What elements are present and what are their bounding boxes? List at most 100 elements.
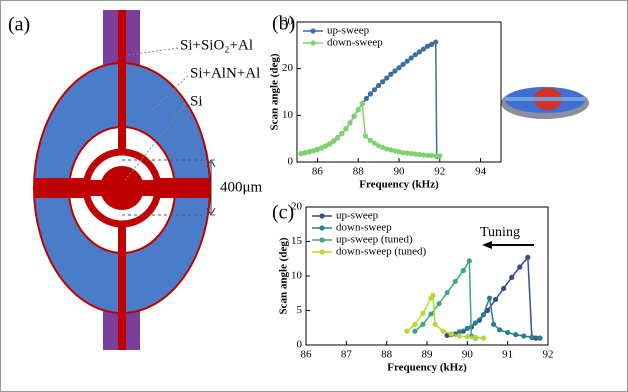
data-point xyxy=(405,59,410,64)
data-point xyxy=(392,68,397,73)
data-point xyxy=(445,290,450,295)
legend-marker xyxy=(319,237,324,242)
legend-marker xyxy=(319,249,324,254)
legend-label: down-sweep xyxy=(327,37,383,49)
data-point xyxy=(473,320,478,325)
data-point xyxy=(529,335,534,340)
data-point xyxy=(453,279,458,284)
x-tick-label: 86 xyxy=(301,349,313,361)
x-axis-label: Frequency (kHz) xyxy=(387,362,467,374)
data-point xyxy=(497,327,502,332)
y-tick-label: 10 xyxy=(282,109,294,121)
y-tick-label: 15 xyxy=(291,235,303,247)
data-point xyxy=(481,336,486,341)
data-point xyxy=(433,39,438,44)
data-point xyxy=(335,135,340,140)
legend-marker xyxy=(310,40,315,45)
data-point xyxy=(368,91,373,96)
data-point xyxy=(473,335,478,340)
y-axis-label: Scan angle (deg) xyxy=(278,237,290,314)
data-point xyxy=(441,329,446,334)
figure: (a) Si+SiO₂+Al Si+AlN+Al Si 400μm (b)868… xyxy=(0,0,628,392)
x-tick-label: 89 xyxy=(422,349,434,361)
data-point xyxy=(339,131,344,136)
x-axis-label: Frequency (kHz) xyxy=(359,179,439,191)
data-point xyxy=(363,133,368,138)
y-tick-label: 0 xyxy=(297,339,303,351)
data-point xyxy=(384,75,389,80)
dimension-label: 400μm xyxy=(220,179,263,195)
data-point xyxy=(467,258,472,263)
data-point xyxy=(465,326,470,331)
panel-label: (a) xyxy=(8,14,30,36)
data-point xyxy=(491,322,496,327)
annotation: Si+SiO₂+Al xyxy=(180,37,253,53)
data-point xyxy=(493,297,498,302)
data-point xyxy=(509,275,514,280)
data-point xyxy=(537,336,542,341)
y-tick-label: 20 xyxy=(282,62,294,74)
x-tick-label: 91 xyxy=(502,349,513,361)
data-point xyxy=(409,55,414,60)
annotation: Si+AlN+Al xyxy=(190,65,260,81)
data-point xyxy=(513,332,518,337)
y-tick-label: 0 xyxy=(288,156,294,168)
data-point xyxy=(487,295,492,300)
data-point xyxy=(343,126,348,131)
data-point xyxy=(461,268,466,273)
x-tick-label: 92 xyxy=(434,166,445,178)
x-tick-label: 92 xyxy=(543,349,554,361)
data-point xyxy=(364,96,369,101)
legend-label: up-sweep xyxy=(336,210,379,222)
legend-label: up-sweep xyxy=(327,25,370,37)
x-tick-label: 90 xyxy=(462,349,474,361)
x-tick-label: 90 xyxy=(394,166,406,178)
data-point xyxy=(360,101,365,106)
data-point xyxy=(356,107,361,112)
data-point xyxy=(501,286,506,291)
data-point xyxy=(517,264,522,269)
x-tick-label: 86 xyxy=(312,166,324,178)
data-point xyxy=(432,322,437,327)
data-point xyxy=(412,322,417,327)
data-point xyxy=(400,62,405,67)
x-tick-label: 87 xyxy=(341,349,353,361)
y-tick-label: 5 xyxy=(297,304,303,316)
x-tick-label: 88 xyxy=(353,166,365,178)
data-point xyxy=(376,83,381,88)
legend-marker xyxy=(319,225,324,230)
data-point xyxy=(404,329,409,334)
data-point xyxy=(465,334,470,339)
data-point xyxy=(388,72,393,77)
data-point xyxy=(412,329,417,334)
annotation: Tuning xyxy=(480,225,520,240)
y-axis-label: Scan angle (deg) xyxy=(269,53,281,130)
x-tick-label: 94 xyxy=(475,166,487,178)
legend-marker xyxy=(319,213,324,218)
data-point xyxy=(457,333,462,338)
data-point xyxy=(525,255,530,260)
data-point xyxy=(372,87,377,92)
y-tick-label: 30 xyxy=(282,16,294,28)
data-point xyxy=(521,333,526,338)
data-point xyxy=(430,293,435,298)
data-point xyxy=(437,153,442,158)
data-point xyxy=(420,311,425,316)
data-point xyxy=(428,311,433,316)
data-point xyxy=(437,301,442,306)
data-point xyxy=(347,120,352,125)
data-point xyxy=(449,331,454,336)
data-point xyxy=(420,322,425,327)
legend-marker xyxy=(310,28,315,33)
data-point xyxy=(380,79,385,84)
data-point xyxy=(352,114,357,119)
y-tick-label: 20 xyxy=(291,201,303,213)
mirror xyxy=(100,166,144,210)
legend-label: up-sweep (tuned) xyxy=(336,234,413,246)
inset-render xyxy=(501,87,589,119)
data-point xyxy=(331,138,336,143)
data-point xyxy=(481,312,486,317)
legend-label: down-sweep (tuned) xyxy=(336,246,426,258)
annotation: Si xyxy=(190,93,203,109)
x-tick-label: 88 xyxy=(381,349,393,361)
